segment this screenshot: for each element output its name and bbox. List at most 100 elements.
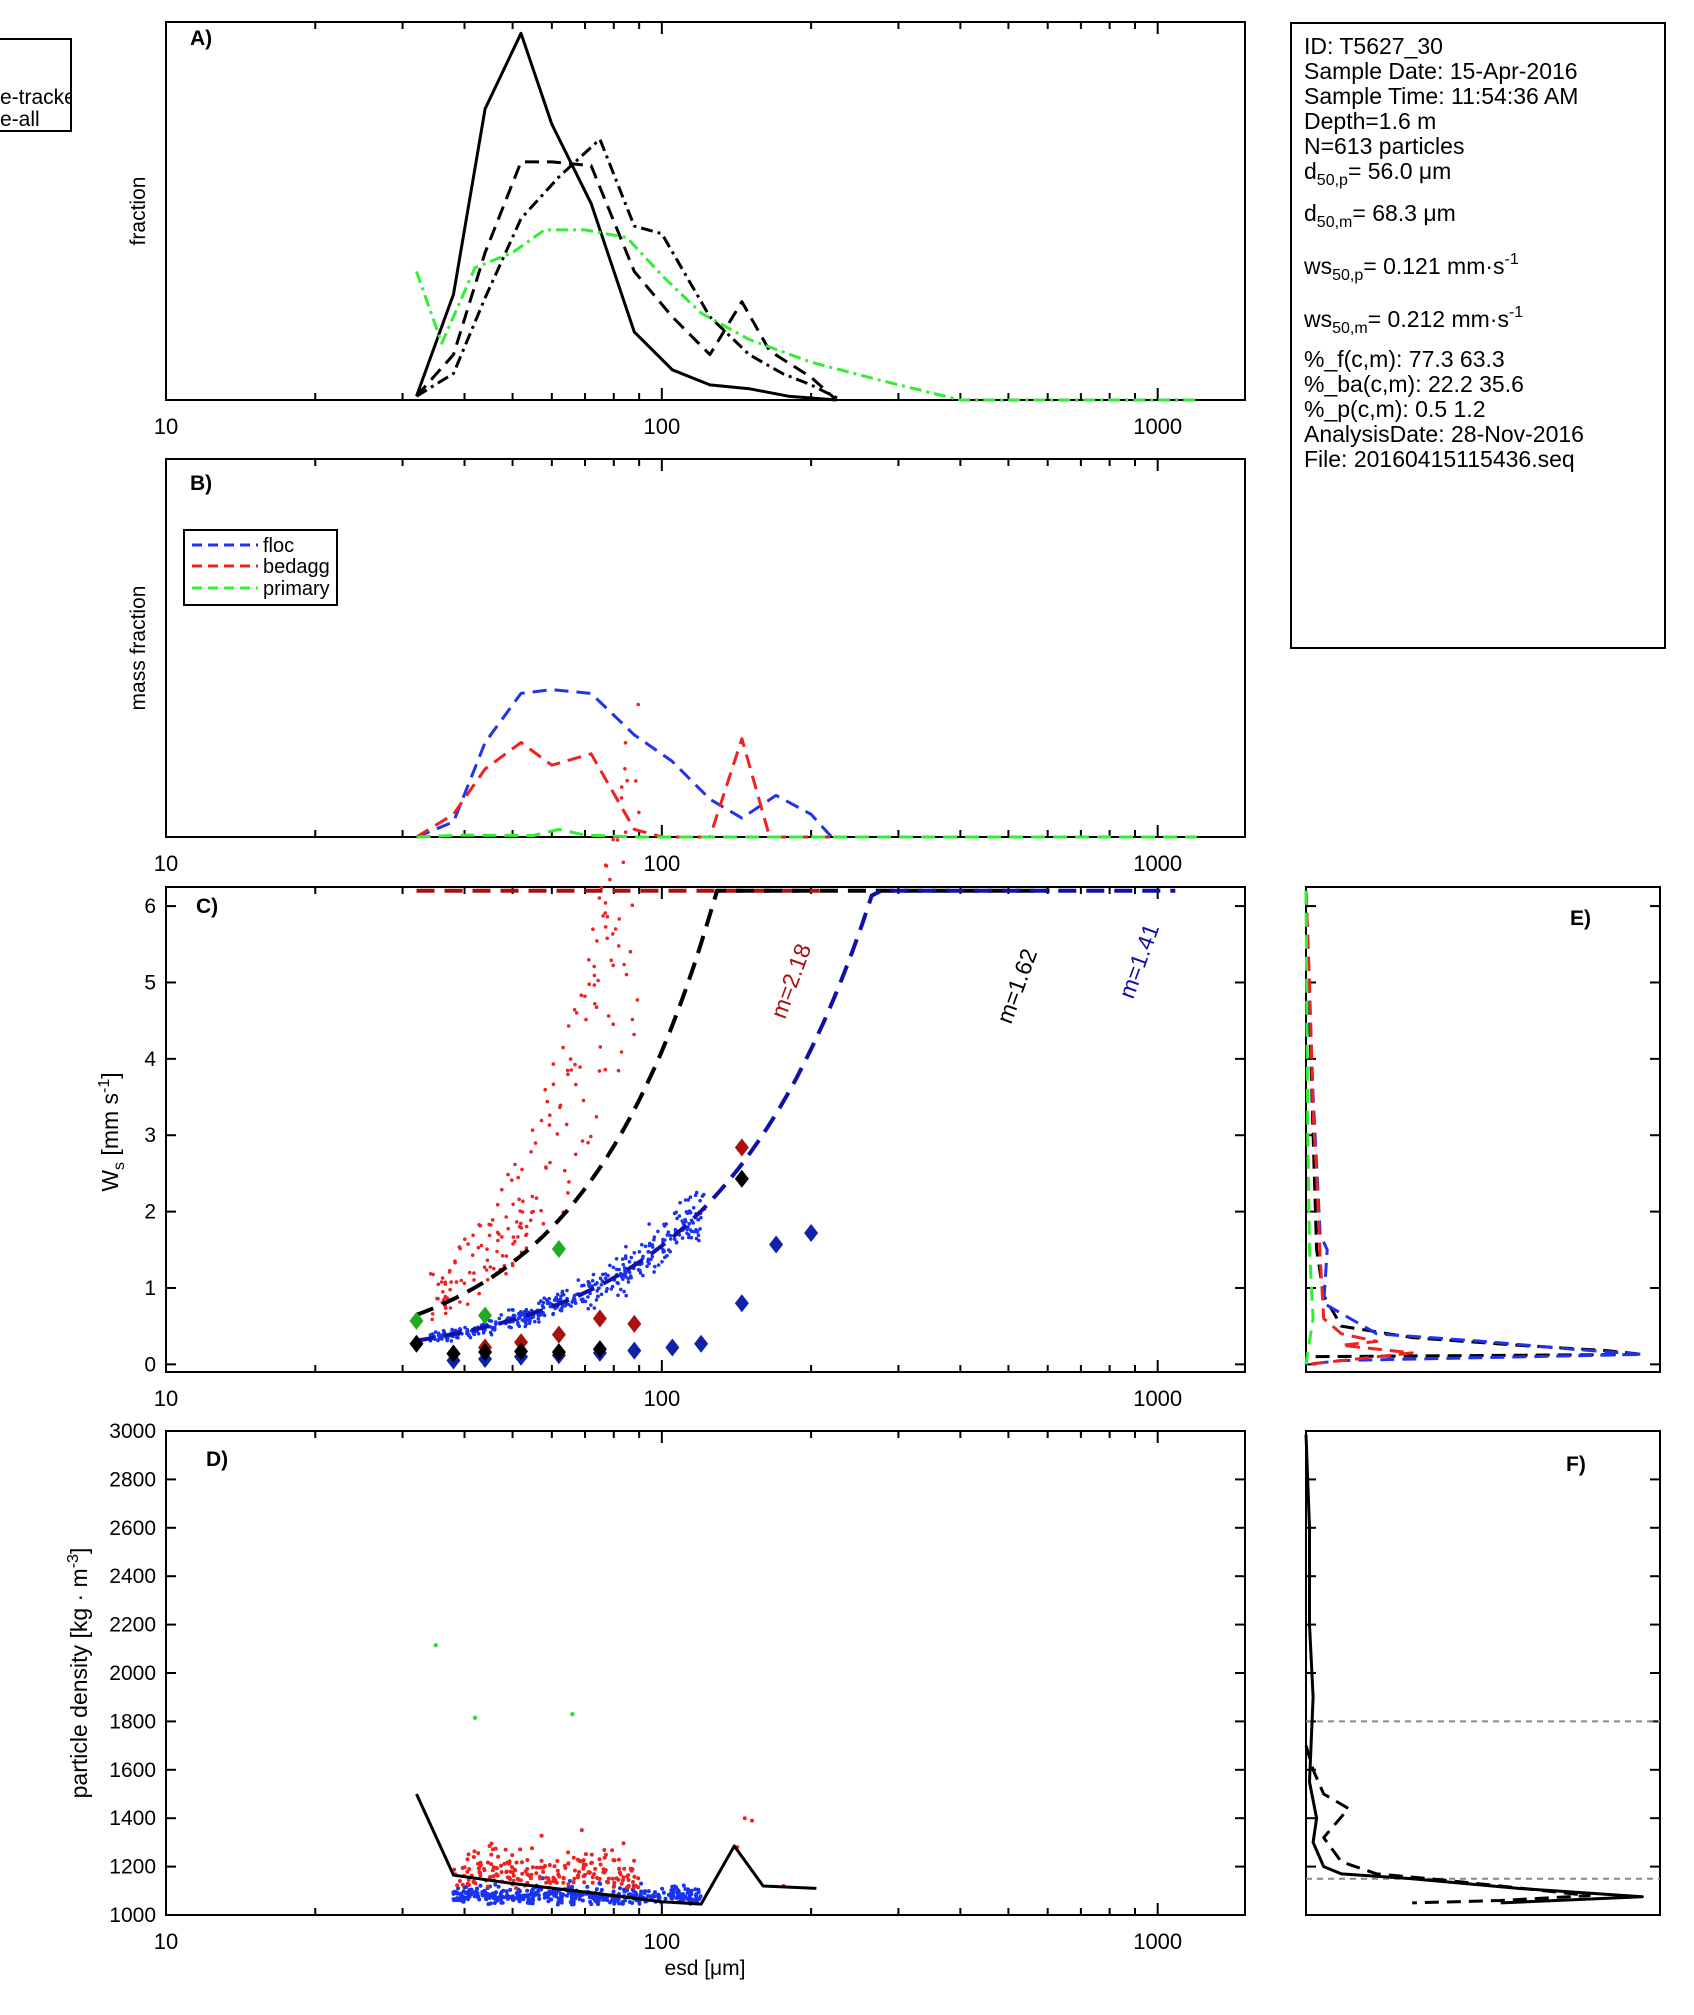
floc-point (687, 1222, 691, 1226)
y-tick-label: 1000 (109, 1904, 156, 1927)
floc-point (516, 1321, 520, 1325)
bedagg-median-diamond (627, 1314, 642, 1333)
bedagg-density-point (581, 1864, 586, 1869)
x-tick-label: 1000 (1133, 1929, 1182, 1954)
bedagg-point (625, 778, 629, 783)
floc-point (615, 1280, 620, 1285)
x-tick-label: 100 (643, 414, 680, 439)
top-legend: e-tracked e-all (0, 38, 72, 132)
floc-point (487, 1318, 492, 1323)
bedagg-density-point (561, 1876, 566, 1881)
floc-density-point (496, 1884, 501, 1889)
bedagg-point (569, 1068, 574, 1072)
bedagg-median-diamond (551, 1325, 566, 1344)
bedagg-point (476, 1245, 481, 1250)
bedagg-point (586, 1140, 590, 1145)
bedagg-density-point (622, 1866, 627, 1871)
panel-f: F) (1304, 1430, 1661, 1916)
info-d50m: d50,m= 68.3 μm (1304, 201, 1652, 235)
bedagg-density-point (465, 1869, 470, 1874)
all-median-diamond (592, 1340, 607, 1359)
ylabel-sub-s: s (111, 1162, 128, 1170)
info-d50m-label: d (1304, 200, 1317, 226)
floc-point (689, 1218, 694, 1223)
info-d50p-value: = 56.0 μm (1347, 158, 1452, 184)
bedagg-density-point (489, 1852, 494, 1857)
floc-point (467, 1333, 471, 1337)
bedagg-point (472, 1278, 476, 1282)
panel-b: 10 100 1000 B) mass fraction floc bedagg p… (127, 458, 1246, 876)
floc-median-diamond (734, 1294, 749, 1313)
bedagg-point (458, 1300, 462, 1304)
floc-point (691, 1206, 696, 1210)
panel-c-frame (165, 886, 1246, 1373)
floc-point (510, 1308, 515, 1312)
bedagg-density-point (489, 1862, 494, 1867)
floc-point (545, 1301, 550, 1306)
bedagg-density-point (602, 1848, 607, 1852)
bedagg-point (593, 1002, 597, 1006)
info-ws50m-label: ws (1304, 306, 1333, 332)
bedagg-point (515, 1220, 519, 1224)
floc-point (465, 1329, 469, 1333)
bedagg-point (578, 1065, 582, 1069)
info-pf: %_f(c,m): 77.3 63.3 (1304, 346, 1505, 372)
floc-point (650, 1243, 655, 1247)
floc-point (680, 1236, 685, 1240)
bedagg-point (485, 1247, 489, 1251)
floc-density-point (677, 1895, 682, 1900)
floc-point (696, 1217, 701, 1222)
floc-point (680, 1219, 684, 1223)
bedagg-point (511, 1235, 516, 1239)
x-tick-label: 100 (643, 851, 680, 876)
floc-point (497, 1316, 502, 1321)
bedagg-density-point (493, 1846, 498, 1851)
bedagg-point (504, 1254, 509, 1258)
floc-point (621, 1262, 626, 1267)
svg-text:Ws [mm s-1]: Ws [mm s-1] (96, 1072, 128, 1191)
x-tick-label: 1000 (1133, 1386, 1182, 1411)
bedagg-point (608, 877, 612, 882)
floc-point (611, 1265, 616, 1270)
floc-point (593, 1282, 598, 1287)
bedagg-point (616, 944, 621, 948)
bedagg-density-point (455, 1883, 460, 1888)
info-ws50p-label: ws (1304, 253, 1333, 279)
bedagg-point (517, 1224, 522, 1229)
floc-point (572, 1293, 577, 1298)
panel-a-line-solid (415, 31, 837, 402)
panel-d: 10 100 1000 1000 1200 1400 1600 1800 2000 2200 24… (65, 1420, 1246, 1980)
bedagg-density-point (555, 1859, 560, 1863)
ylabel-close: ] (97, 1072, 123, 1078)
floc-point (586, 1306, 590, 1311)
floc-density-point (683, 1895, 688, 1900)
bedagg-density-point (554, 1880, 559, 1885)
bedagg-point (462, 1281, 467, 1286)
floc-point (662, 1224, 667, 1228)
floc-point (656, 1229, 660, 1234)
bedagg-point (630, 1017, 635, 1022)
floc-density-point (565, 1893, 569, 1898)
bedagg-density-point (616, 1877, 621, 1882)
x-tick-label: 100 (643, 1386, 680, 1411)
floc-point (649, 1257, 653, 1262)
floc-density-point (634, 1892, 639, 1897)
top-legend-item-tracked: e-tracked (0, 86, 70, 109)
bedagg-density-point (509, 1865, 514, 1869)
floc-density-point (567, 1879, 572, 1883)
bedagg-point (453, 1260, 457, 1265)
bedagg-density-point (485, 1884, 490, 1889)
bedagg-density-point (636, 1876, 641, 1881)
panel-f-series (1304, 1434, 1644, 1905)
floc-point (599, 1283, 604, 1287)
bedagg-density-point (452, 1867, 457, 1872)
y-tick-label: 2200 (109, 1614, 156, 1637)
bedagg-point (589, 1134, 593, 1139)
y-tick-label: 2400 (109, 1565, 156, 1588)
bedagg-point (444, 1306, 448, 1310)
floc-point (560, 1289, 565, 1294)
panel-a-line-primary (415, 228, 1197, 402)
panel-a-ylabel: fraction (127, 177, 150, 246)
bedagg-density-point (595, 1876, 600, 1880)
bedagg-point (624, 972, 629, 977)
